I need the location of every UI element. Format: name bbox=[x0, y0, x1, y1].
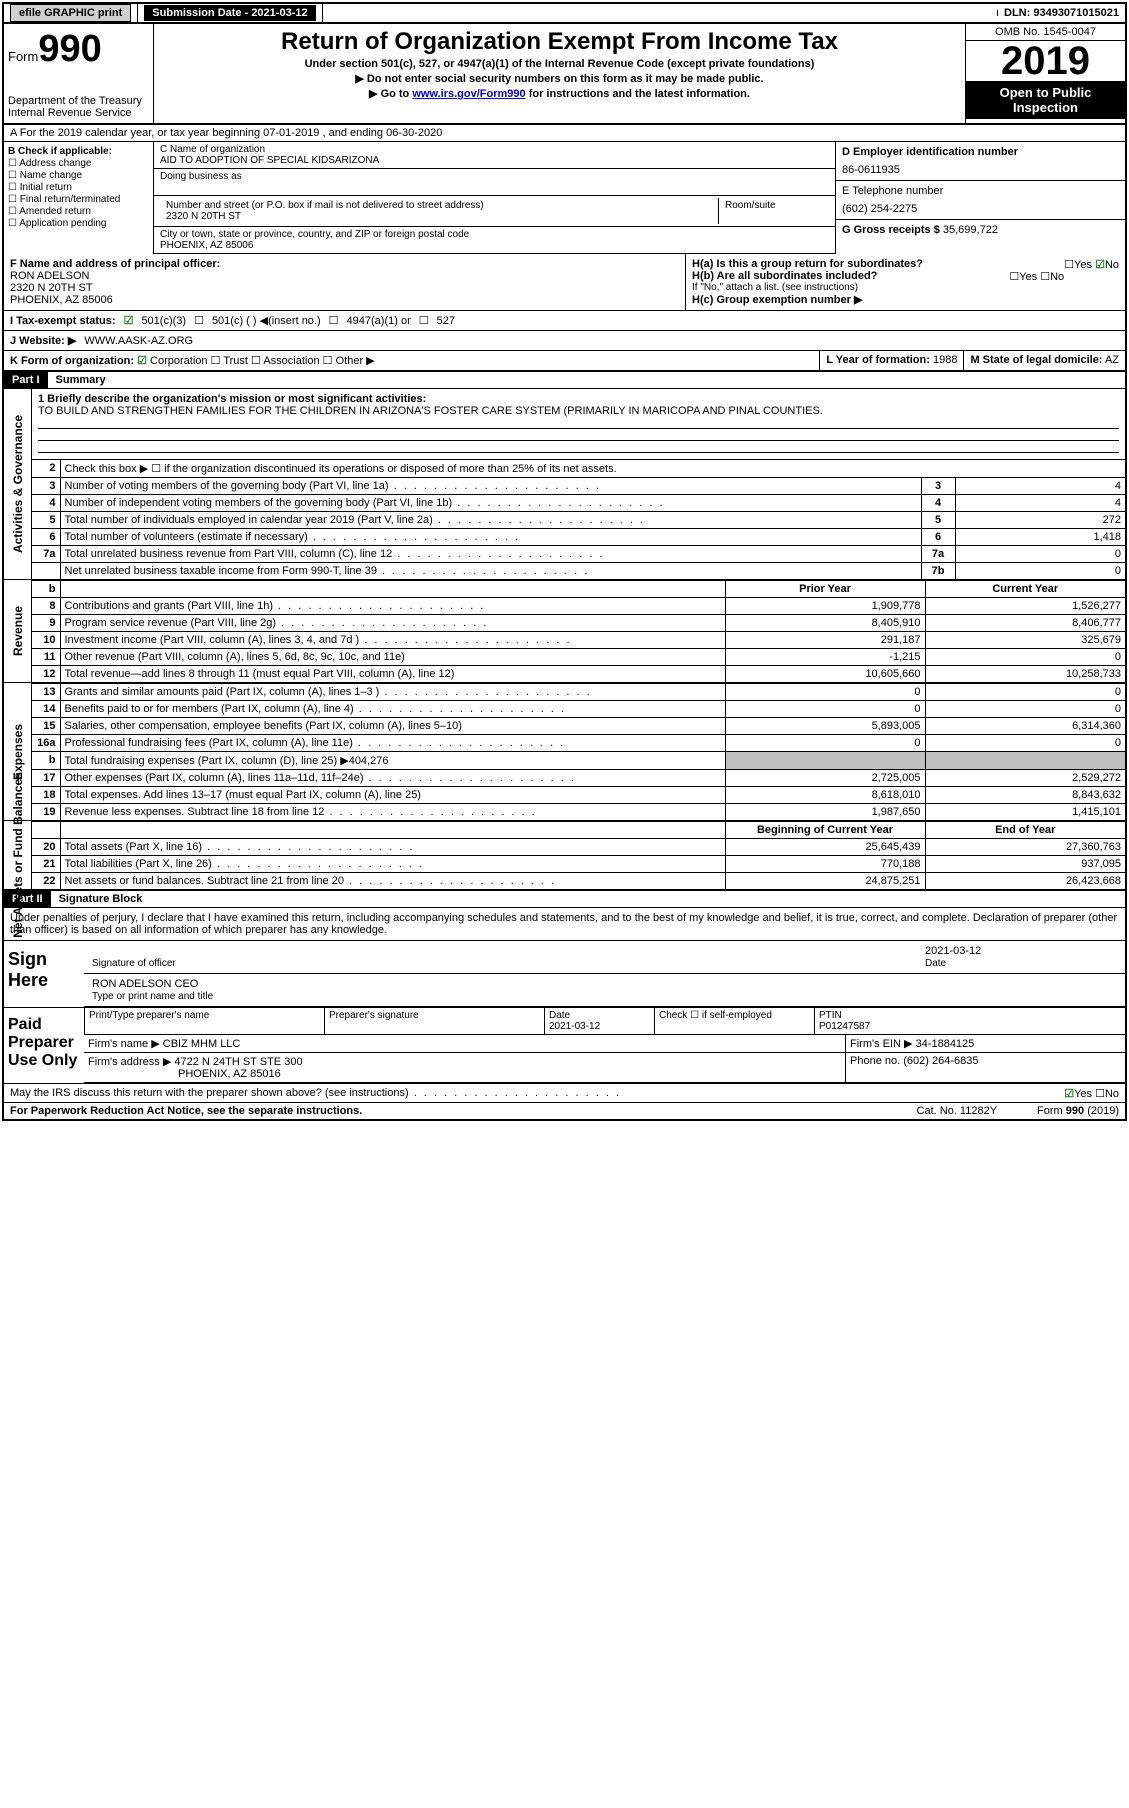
vert-revenue: Revenue bbox=[11, 606, 25, 656]
chk-name[interactable]: Name change bbox=[8, 170, 149, 181]
box-l: L Year of formation: 1988 bbox=[819, 351, 963, 370]
box-h: H(a) Is this a group return for subordin… bbox=[685, 254, 1125, 310]
form-title: Return of Organization Exempt From Incom… bbox=[158, 28, 961, 56]
revenue-section: Revenue bPrior YearCurrent Year 8Contrib… bbox=[4, 579, 1125, 682]
chk-address[interactable]: Address change bbox=[8, 158, 149, 169]
firm-name-row: Firm's name ▶ CBIZ MHM LLC Firm's EIN ▶ … bbox=[84, 1035, 1125, 1053]
box-b: B Check if applicable: Address change Na… bbox=[4, 142, 154, 254]
status-501c3[interactable]: 501(c)(3) bbox=[141, 315, 186, 327]
entity-block: B Check if applicable: Address change Na… bbox=[4, 142, 1125, 254]
website-value: WWW.AASK-AZ.ORG bbox=[84, 335, 193, 347]
street-address: 2320 N 20TH ST bbox=[166, 211, 712, 222]
room-suite: Room/suite bbox=[719, 198, 829, 224]
line-a-tax-year: A For the 2019 calendar year, or tax yea… bbox=[4, 125, 1125, 142]
chk-final[interactable]: Final return/terminated bbox=[8, 194, 149, 205]
box-f-h: F Name and address of principal officer:… bbox=[4, 254, 1125, 311]
officer-signature-name: RON ADELSON CEO bbox=[92, 978, 198, 990]
part-1-header: Part ISummary bbox=[4, 372, 1125, 389]
subtitle-2: ▶ Do not enter social security numbers o… bbox=[158, 72, 961, 85]
signature-declaration: Under penalties of perjury, I declare th… bbox=[4, 908, 1125, 940]
mission-block: 1 Briefly describe the organization's mi… bbox=[32, 389, 1125, 459]
k-l-m-row: K Form of organization: ☑ Corporation ☐ … bbox=[4, 351, 1125, 372]
form-990-page: efile GRAPHIC print Submission Date - 20… bbox=[2, 2, 1127, 1121]
expenses-table: 13Grants and similar amounts paid (Part … bbox=[32, 683, 1125, 820]
box-e: E Telephone number (602) 254-2275 bbox=[836, 181, 1125, 220]
paid-preparer-label: Paid Preparer Use Only bbox=[4, 1008, 84, 1083]
paid-preparer-block: Paid Preparer Use Only Print/Type prepar… bbox=[4, 1007, 1125, 1083]
discuss-row: May the IRS discuss this return with the… bbox=[4, 1083, 1125, 1102]
box-d-e-g: D Employer identification number 86-0611… bbox=[835, 142, 1125, 254]
box-g: G Gross receipts $ 35,699,722 bbox=[836, 220, 1125, 240]
website-row: J Website: ▶ WWW.AASK-AZ.ORG bbox=[4, 331, 1125, 351]
dba-row: Doing business as bbox=[154, 169, 835, 196]
org-name: AID TO ADOPTION OF SPECIAL KIDSARIZONA bbox=[160, 155, 829, 166]
expenses-section: Expenses 13Grants and similar amounts pa… bbox=[4, 682, 1125, 820]
h-c: H(c) Group exemption number ▶ bbox=[692, 293, 1119, 306]
tax-year: 2019 bbox=[966, 41, 1125, 81]
net-assets-section: Net Assets or Fund Balances Beginning of… bbox=[4, 820, 1125, 891]
submission-date: Submission Date - 2021-03-12 bbox=[138, 4, 322, 22]
box-m: M State of legal domicile: AZ bbox=[963, 351, 1125, 370]
sign-here-label: Sign Here bbox=[4, 941, 84, 1007]
irs-link[interactable]: www.irs.gov/Form990 bbox=[412, 88, 525, 100]
vert-governance: Activities & Governance bbox=[11, 415, 25, 553]
firm-addr-row: Firm's address ▶ 4722 N 24TH ST STE 300P… bbox=[84, 1053, 1125, 1083]
box-f: F Name and address of principal officer:… bbox=[4, 254, 685, 310]
cat-number: Cat. No. 11282Y bbox=[917, 1105, 998, 1117]
page-footer: For Paperwork Reduction Act Notice, see … bbox=[4, 1102, 1125, 1119]
chk-amended[interactable]: Amended return bbox=[8, 206, 149, 217]
mission-text: TO BUILD AND STRENGTHEN FAMILIES FOR THE… bbox=[38, 405, 823, 417]
box-k: K Form of organization: ☑ Corporation ☐ … bbox=[4, 351, 819, 370]
h-a: H(a) Is this a group return for subordin… bbox=[692, 258, 1119, 270]
tax-status-row: I Tax-exempt status: ☑ 501(c)(3) ☐ 501(c… bbox=[4, 311, 1125, 331]
h-b: H(b) Are all subordinates included? ☐Yes… bbox=[692, 270, 1119, 282]
chk-pending[interactable]: Application pending bbox=[8, 218, 149, 229]
ein: 86-0611935 bbox=[842, 164, 1119, 176]
city-row: City or town, state or province, country… bbox=[154, 227, 835, 254]
sign-here-block: Sign Here Signature of officer 2021-03-1… bbox=[4, 940, 1125, 1007]
efile-print[interactable]: efile GRAPHIC print bbox=[4, 4, 138, 22]
subtitle-1: Under section 501(c), 527, or 4947(a)(1)… bbox=[158, 58, 961, 70]
open-inspection-badge: Open to Public Inspection bbox=[966, 81, 1125, 119]
irs-label: Internal Revenue Service bbox=[8, 107, 149, 119]
dln-number: DLN: 93493071015021 bbox=[998, 4, 1125, 22]
governance-table: 2Check this box ▶ ☐ if the organization … bbox=[32, 459, 1125, 579]
city-state-zip: PHOENIX, AZ 85006 bbox=[160, 240, 829, 251]
preparer-grid: Print/Type preparer's namePreparer's sig… bbox=[84, 1008, 1125, 1035]
top-bar: efile GRAPHIC print Submission Date - 20… bbox=[4, 4, 1125, 24]
form-version: Form 990 (2019) bbox=[1037, 1105, 1119, 1117]
part-2-header: Part IISignature Block bbox=[4, 891, 1125, 908]
dept-treasury: Department of the Treasury bbox=[8, 95, 149, 107]
telephone: (602) 254-2275 bbox=[842, 203, 1119, 215]
h-b-note: If "No," attach a list. (see instruction… bbox=[692, 282, 1119, 293]
box-d: D Employer identification number 86-0611… bbox=[836, 142, 1125, 181]
box-c: C Name of organization AID TO ADOPTION O… bbox=[154, 142, 835, 254]
revenue-table: bPrior YearCurrent Year 8Contributions a… bbox=[32, 580, 1125, 682]
gross-receipts: 35,699,722 bbox=[943, 224, 998, 236]
year-block: OMB No. 1545-0047 2019 Open to Public In… bbox=[965, 24, 1125, 123]
vert-net-assets: Net Assets or Fund Balances bbox=[11, 772, 25, 938]
subtitle-3: ▶ Go to www.irs.gov/Form990 for instruct… bbox=[158, 87, 961, 100]
form-id: Form990 Department of the Treasury Inter… bbox=[4, 24, 154, 123]
chk-initial[interactable]: Initial return bbox=[8, 182, 149, 193]
street-row: Number and street (or P.O. box if mail i… bbox=[154, 196, 835, 227]
header: Form990 Department of the Treasury Inter… bbox=[4, 24, 1125, 125]
governance-section: Activities & Governance 1 Briefly descri… bbox=[4, 389, 1125, 579]
net-assets-table: Beginning of Current YearEnd of Year 20T… bbox=[32, 821, 1125, 889]
blank-cell bbox=[323, 10, 998, 16]
org-name-row: C Name of organization AID TO ADOPTION O… bbox=[154, 142, 835, 169]
officer-name: RON ADELSON bbox=[10, 270, 89, 282]
form-title-block: Return of Organization Exempt From Incom… bbox=[154, 24, 965, 123]
